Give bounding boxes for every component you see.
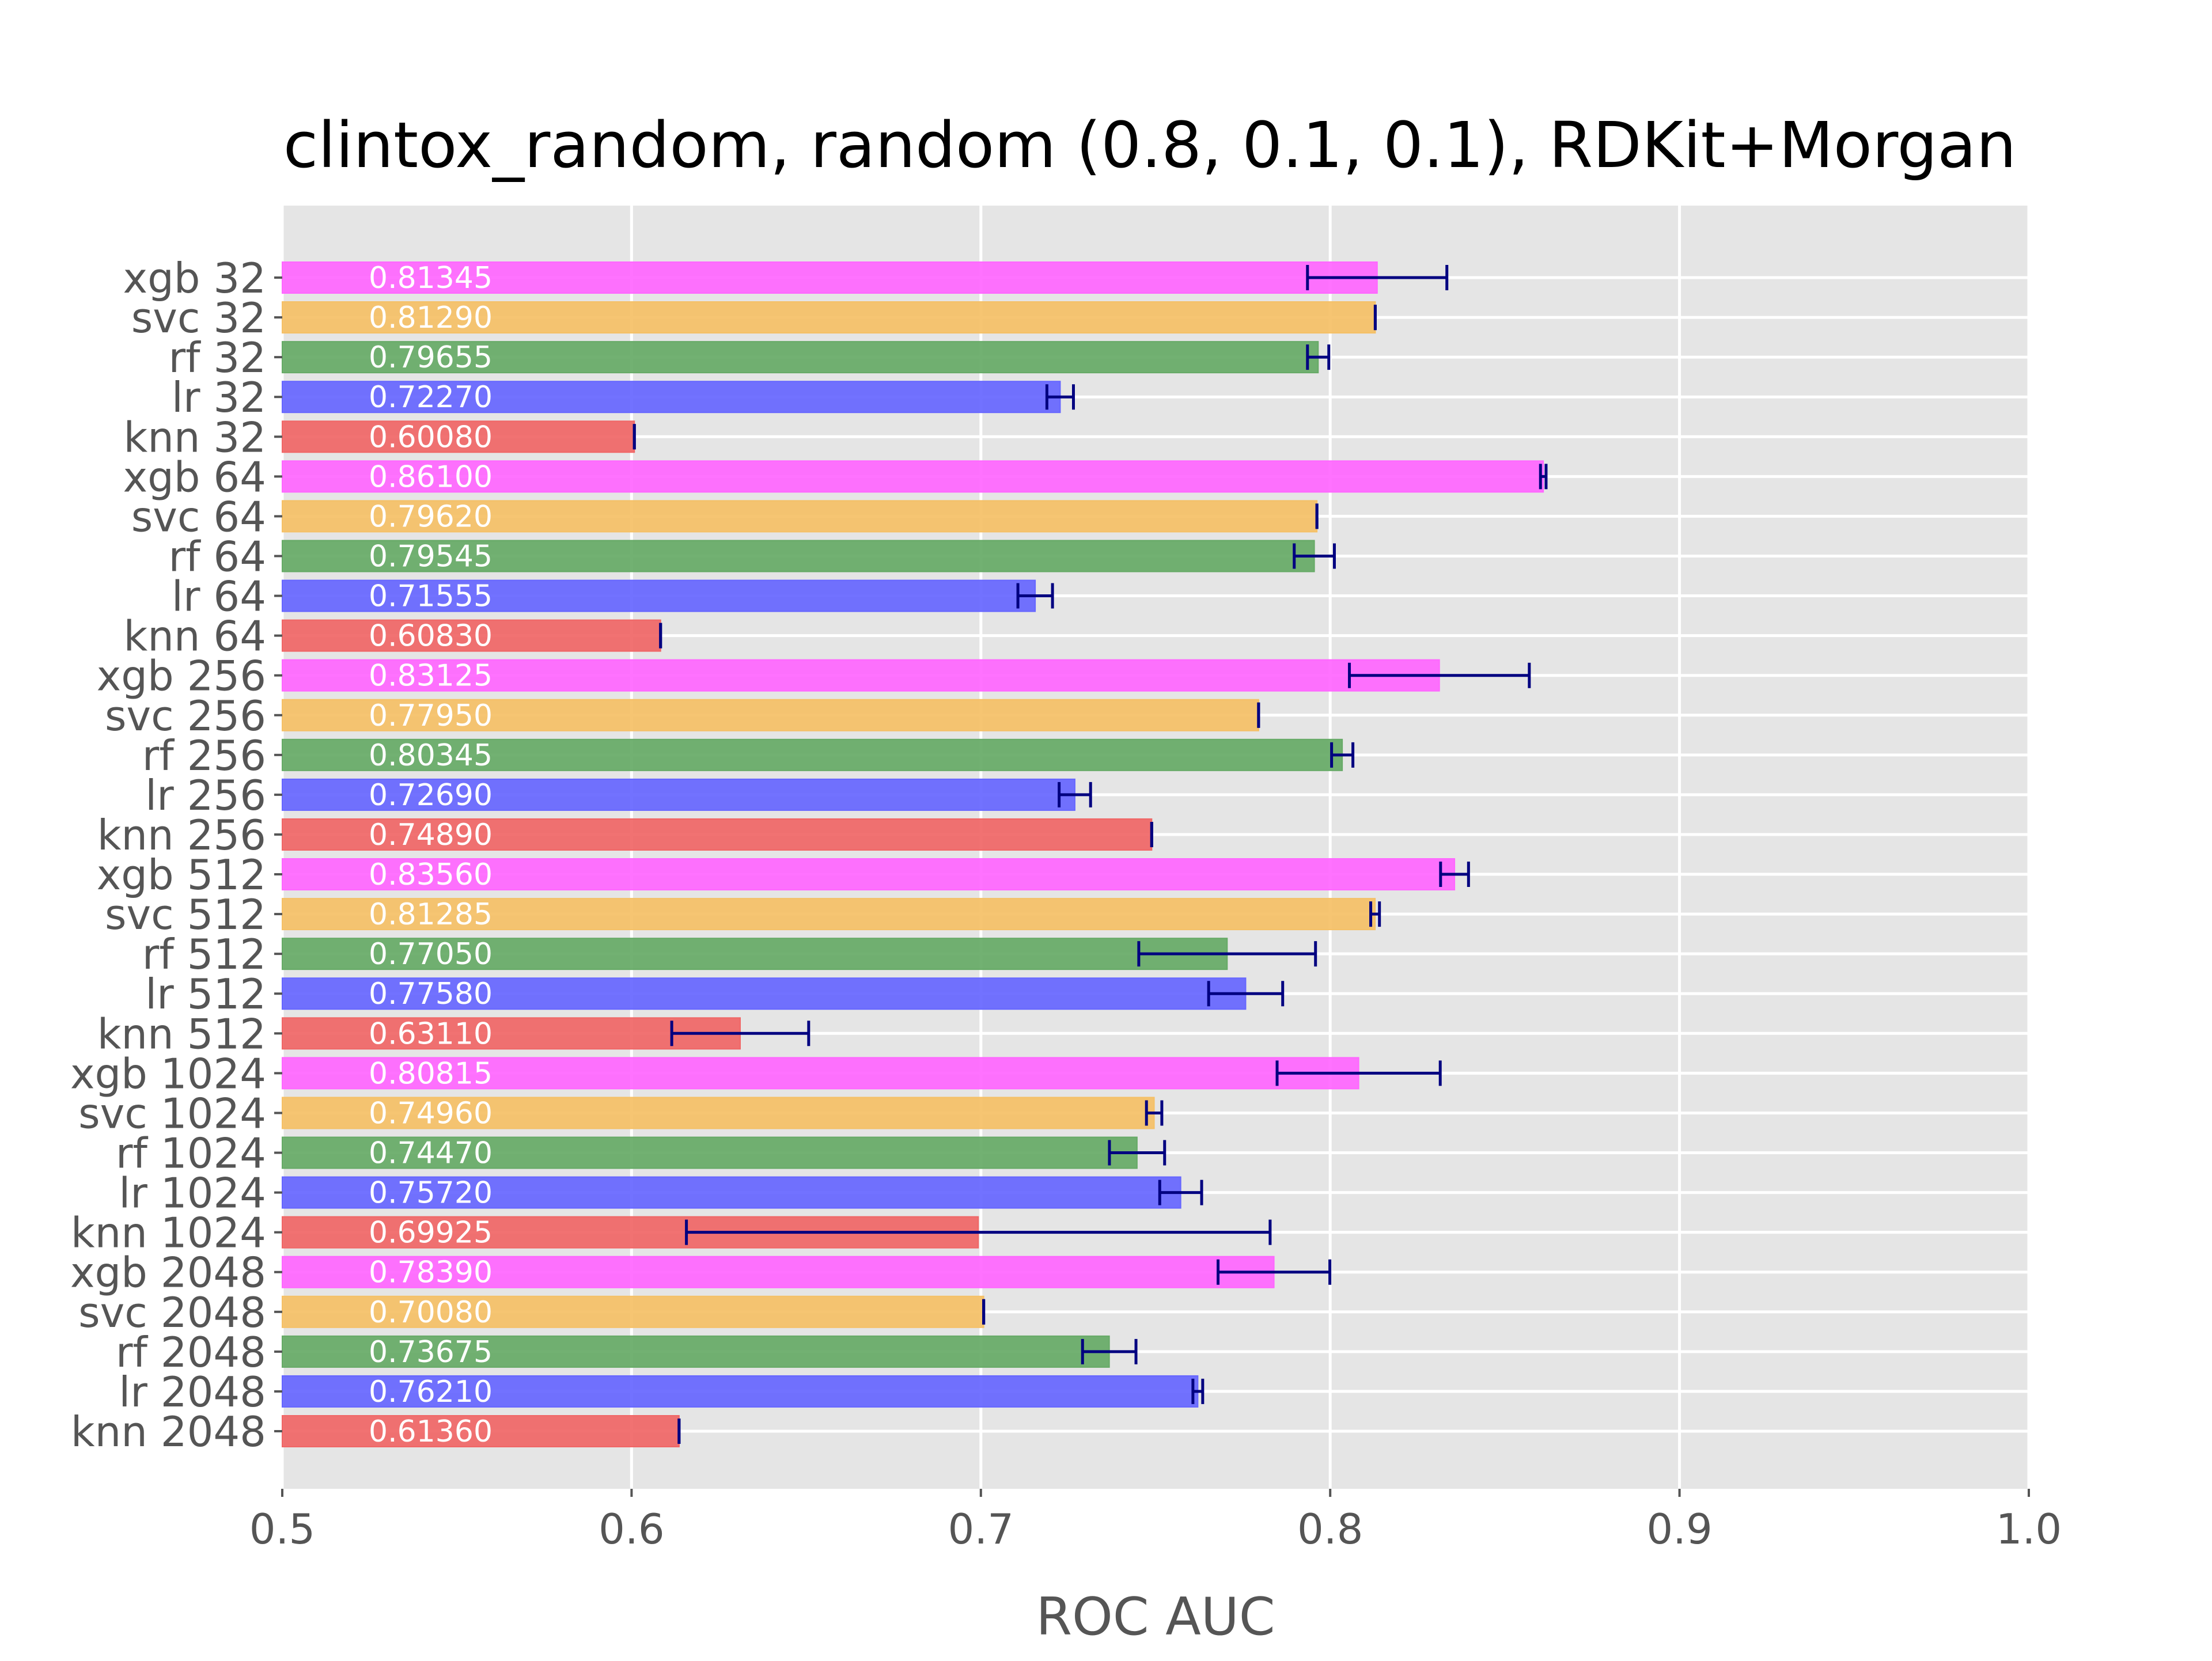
data-label: 0.72270 bbox=[369, 380, 493, 415]
y-tick-label: lr 64 bbox=[172, 572, 266, 621]
data-label: 0.75720 bbox=[369, 1176, 493, 1211]
data-label: 0.83125 bbox=[369, 659, 493, 693]
y-tick-label: svc 256 bbox=[105, 692, 266, 740]
data-label: 0.79620 bbox=[369, 499, 493, 534]
data-label: 0.69925 bbox=[369, 1216, 493, 1250]
bar-lr-32 bbox=[282, 381, 1061, 414]
bar-rf-64 bbox=[282, 540, 1315, 572]
data-label: 0.81285 bbox=[369, 897, 493, 932]
data-label: 0.60080 bbox=[369, 420, 493, 454]
data-label: 0.61360 bbox=[369, 1414, 493, 1449]
bar-lr-2048 bbox=[282, 1375, 1199, 1408]
x-axis: 0.5 0.6 0.7 0.8 0.9 1.0 bbox=[249, 1489, 2062, 1553]
y-tick-label: xgb 1024 bbox=[70, 1049, 266, 1098]
data-label: 0.74960 bbox=[369, 1096, 493, 1131]
data-label: 0.74470 bbox=[369, 1136, 493, 1171]
y-tick-label: lr 2048 bbox=[119, 1368, 266, 1416]
y-tick-label: lr 32 bbox=[172, 373, 266, 422]
bar-xgb-2048 bbox=[282, 1256, 1275, 1288]
bar-svc-64 bbox=[282, 500, 1318, 533]
bar-xgb-1024 bbox=[282, 1057, 1359, 1090]
y-tick-label: rf 2048 bbox=[116, 1328, 266, 1376]
y-tick-label: xgb 256 bbox=[97, 652, 266, 700]
y-tick-label: lr 512 bbox=[145, 970, 266, 1018]
y-tick-label: lr 256 bbox=[145, 771, 266, 820]
x-tick-label: 1.0 bbox=[1996, 1505, 2062, 1553]
error-bars bbox=[632, 265, 1548, 1444]
x-tick-label: 0.6 bbox=[599, 1505, 665, 1553]
y-tick-label: xgb 512 bbox=[97, 851, 266, 899]
x-tick-label: 0.8 bbox=[1297, 1505, 1363, 1553]
data-label: 0.80345 bbox=[369, 738, 493, 773]
bar-svc-512 bbox=[282, 898, 1376, 931]
y-tick-label: svc 64 bbox=[131, 492, 266, 541]
y-tick-label: xgb 32 bbox=[123, 254, 266, 302]
data-label: 0.81345 bbox=[369, 261, 493, 295]
y-tick-label: knn 256 bbox=[97, 811, 266, 859]
y-tick-label: knn 2048 bbox=[71, 1408, 266, 1456]
y-tick-label: xgb 2048 bbox=[70, 1249, 266, 1297]
y-tick-label: svc 1024 bbox=[78, 1089, 266, 1137]
data-label: 0.72690 bbox=[369, 778, 493, 813]
y-tick-label: knn 32 bbox=[124, 413, 266, 461]
data-label: 0.79655 bbox=[369, 340, 493, 375]
data-label: 0.74890 bbox=[369, 818, 493, 852]
data-label: 0.77580 bbox=[369, 977, 493, 1011]
y-tick-label: svc 32 bbox=[131, 294, 266, 342]
x-tick-label: 0.5 bbox=[249, 1505, 316, 1553]
y-tick-label: xgb 64 bbox=[123, 453, 266, 501]
data-label: 0.81290 bbox=[369, 301, 493, 335]
y-tick-label: svc 512 bbox=[105, 890, 266, 939]
bar-rf-2048 bbox=[282, 1335, 1110, 1368]
bar-knn-32 bbox=[282, 420, 635, 453]
x-axis-label: ROC AUC bbox=[1036, 1587, 1275, 1647]
x-tick-label: 0.7 bbox=[948, 1505, 1014, 1553]
bar-lr-64 bbox=[282, 579, 1036, 612]
data-label: 0.86100 bbox=[369, 460, 493, 494]
bar-lr-256 bbox=[282, 778, 1075, 811]
bar-knn-512 bbox=[282, 1017, 741, 1050]
data-label: 0.79545 bbox=[369, 539, 493, 574]
data-label: 0.77050 bbox=[369, 937, 493, 972]
y-tick-label: rf 256 bbox=[142, 731, 266, 780]
bar-svc-1024 bbox=[282, 1097, 1155, 1129]
bar-knn-256 bbox=[282, 818, 1153, 851]
data-label: 0.73675 bbox=[369, 1335, 493, 1370]
data-label: 0.78390 bbox=[369, 1256, 493, 1290]
y-tick-label: lr 1024 bbox=[119, 1169, 266, 1218]
data-label: 0.76210 bbox=[369, 1375, 493, 1409]
y-tick-label: knn 512 bbox=[97, 1010, 266, 1058]
y-tick-label: rf 64 bbox=[169, 532, 266, 581]
x-tick-label: 0.9 bbox=[1646, 1505, 1713, 1553]
bar-xgb-512 bbox=[282, 858, 1456, 891]
chart-title: clintox_random, random (0.8, 0.1, 0.1), … bbox=[283, 108, 2017, 182]
y-tick-label: knn 64 bbox=[124, 612, 266, 661]
y-tick-label: rf 1024 bbox=[116, 1129, 266, 1178]
y-tick-label: rf 512 bbox=[142, 930, 266, 979]
data-label: 0.70080 bbox=[369, 1295, 493, 1330]
data-label: 0.83560 bbox=[369, 858, 493, 892]
bar-svc-256 bbox=[282, 699, 1259, 731]
data-label: 0.60830 bbox=[369, 619, 493, 654]
y-tick-label: rf 32 bbox=[169, 333, 266, 382]
bar-rf-256 bbox=[282, 738, 1343, 771]
y-tick-label: knn 1024 bbox=[71, 1209, 266, 1257]
data-label: 0.63110 bbox=[369, 1017, 493, 1051]
data-label: 0.77950 bbox=[369, 699, 493, 733]
bar-svc-32 bbox=[282, 301, 1376, 334]
bar-xgb-64 bbox=[282, 460, 1544, 493]
y-tick-label: svc 2048 bbox=[78, 1288, 266, 1337]
data-labels: 0.81345 0.81290 0.79655 0.72270 0.60080 0.861… bbox=[369, 261, 493, 1449]
data-label: 0.80815 bbox=[369, 1056, 493, 1091]
bar-lr-1024 bbox=[282, 1176, 1181, 1209]
bar-rf-32 bbox=[282, 341, 1319, 374]
data-label: 0.71555 bbox=[369, 579, 493, 614]
